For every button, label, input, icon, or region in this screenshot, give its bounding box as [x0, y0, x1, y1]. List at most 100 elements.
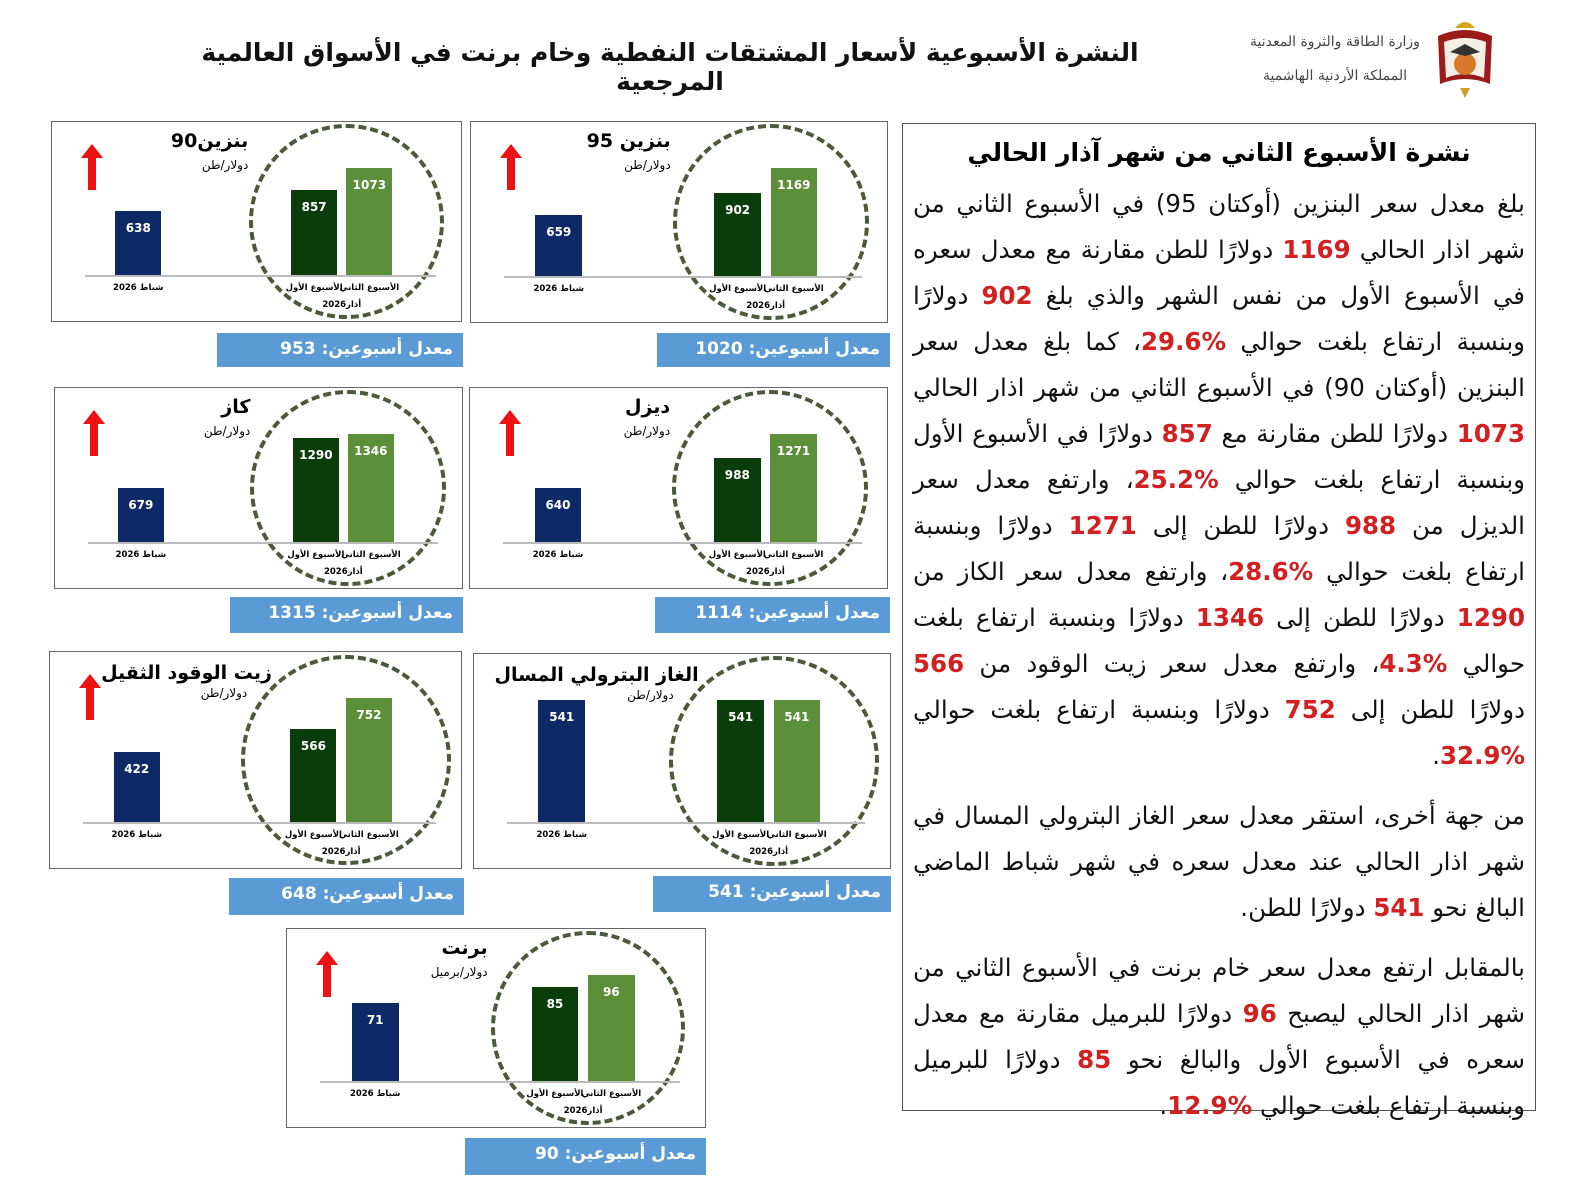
unit-label: دولار/طن	[203, 424, 251, 438]
paragraph-refined-products: بلغ معدل سعر البنزين (أوكتان 95) في الأس…	[913, 181, 1525, 779]
logo-line-1: وزارة الطاقة والثروة المعدنية	[1250, 34, 1420, 50]
bar-value-label: 1169	[777, 178, 811, 192]
up-arrow-icon	[500, 144, 523, 190]
bar-value-label: 638	[125, 221, 151, 236]
bar-february: 679	[118, 487, 164, 542]
chart-gasoline-95: بنزين 95 دولار/طن 659 شباط 2026 902 الأسبوع ا…	[470, 121, 888, 323]
march-highlight-circle	[672, 390, 869, 586]
up-arrow-icon	[499, 410, 522, 456]
highlighted-value: %4.3	[1379, 649, 1448, 678]
bar-march-week2: 1169	[770, 168, 818, 276]
chart-kerosene: كاز دولار/طن 679 شباط 2026 1290 الأسبوع الأول…	[54, 387, 463, 589]
bar-value-label: 857	[301, 199, 327, 214]
bar-march-week1: 857	[291, 189, 338, 275]
up-arrow-icon	[316, 951, 339, 997]
text-segment: ، وارتفع معدل سعر الكاز من	[913, 557, 1229, 586]
text-segment: بلغ معدل سعر البنزين (أوكتان 95) في الأس…	[913, 189, 1526, 264]
highlighted-value: 566	[913, 649, 965, 678]
chart-heavy-fuel-oil: زيت الوقود الثقيل دولار/طن 422 شباط 2026 566…	[49, 651, 462, 869]
bar-value-label: 640	[545, 497, 571, 512]
x-axis-label: الأسبوع الأول	[284, 830, 342, 840]
highlighted-value: %12.9	[1167, 1091, 1253, 1120]
x-axis-label: الأسبوع الأول	[712, 830, 770, 840]
bar-february: 541	[538, 700, 586, 822]
text-segment: دولارًا للطن مقارنة مع معدل سعره في الأس…	[913, 235, 1526, 310]
highlighted-value: 1073	[1456, 419, 1525, 448]
highlighted-value: %29.6	[1140, 327, 1226, 356]
chart-brent: برنت دولار/برميل 71 شباط 2026 85 الأسبوع الأو…	[286, 928, 706, 1128]
coat-of-arms-icon	[1438, 22, 1492, 98]
bar-march-week1: 988	[713, 458, 761, 542]
text-segment: دولارًا للطن إلى	[1335, 695, 1525, 724]
march-highlight-circle	[240, 655, 451, 865]
bar-value-label: 1290	[299, 448, 333, 463]
highlighted-value: 1346	[1195, 603, 1265, 632]
bar-value-label: 541	[784, 710, 810, 724]
chart-lpg: الغاز البترولي المسال دولار/طن 541 شباط 202…	[473, 653, 891, 869]
bar-value-label: 96	[603, 985, 620, 999]
avg-lpg: معدل أسبوعين: 541	[653, 876, 891, 912]
highlighted-value: 1271	[1068, 511, 1137, 540]
highlighted-value: 1290	[1456, 603, 1525, 632]
unit-label: دولار/برميل	[430, 965, 488, 979]
bar-march-week2: 752	[345, 698, 392, 822]
avg-diesel: معدل أسبوعين: 1114	[655, 597, 890, 633]
text-segment: ، كما بلغ معدل سعر البنزين (أوكتان 90) ف…	[913, 327, 1525, 402]
march-highlight-circle	[248, 124, 444, 319]
march-highlight-circle	[668, 656, 879, 866]
bar-march-week1: 902	[714, 192, 761, 276]
bar-march-week1: 566	[290, 728, 337, 822]
chart-title: زيت الوقود الثقيل	[101, 662, 272, 684]
highlighted-value: 85	[1077, 1045, 1112, 1074]
x-axis-label: الأسبوع الثاني	[581, 1089, 642, 1099]
bar-march-week2: 541	[773, 700, 821, 822]
bar-value-label: 71	[366, 1012, 384, 1027]
text-segment: دولارًا للطن مقارنة مع	[1212, 419, 1457, 448]
x-axis-group-label: أذار2026	[749, 847, 789, 857]
bar-value-label: 85	[546, 997, 564, 1012]
ministry-logo: وزارة الطاقة والثروة المعدنية المملكة ال…	[1250, 14, 1540, 104]
bar-value-label: 541	[728, 710, 754, 724]
highlighted-value: 541	[1373, 893, 1425, 922]
avg-gasoline-90: معدل أسبوعين: 953	[217, 333, 463, 367]
bar-march-week1: 1290	[293, 438, 339, 542]
unit-label: دولار/طن	[624, 158, 671, 172]
chart-title: بنزين 95	[586, 130, 671, 152]
text-segment: دولارًا وبنسبة ارتفاع بلغت حوالي	[913, 511, 1525, 586]
bulletin-heading: نشرة الأسبوع الثاني من شهر آذار الحالي	[967, 138, 1471, 167]
chart-baseline	[84, 275, 437, 277]
bar-value-label: 1073	[352, 178, 387, 192]
bar-value-label: 988	[724, 468, 750, 483]
text-segment: دولارًا للبرميل وبنسبة ارتفاع بلغت حوالي	[913, 1045, 1525, 1120]
chart-title: برنت	[441, 937, 488, 959]
x-axis-group-label: أذار2026	[746, 567, 785, 577]
x-axis-label: شباط 2026	[115, 550, 167, 560]
bar-value-label: 679	[128, 497, 154, 512]
unit-label: دولار/طن	[627, 688, 674, 702]
unit-label: دولار/طن	[200, 686, 248, 700]
paragraph-lpg: من جهة أخرى، استقر معدل سعر الغاز البترو…	[913, 793, 1525, 931]
x-axis-label: شباط 2026	[536, 830, 587, 840]
march-highlight-circle	[250, 390, 447, 586]
text-segment: ، وارتفع معدل سعر الديزل من	[913, 465, 1525, 540]
bar-value-label: 1346	[354, 444, 388, 458]
highlighted-value: 1169	[1282, 235, 1351, 264]
x-axis-label: شباط 2026	[349, 1089, 401, 1099]
bulletin-text-panel: نشرة الأسبوع الثاني من شهر آذار الحالي ب…	[902, 123, 1536, 1120]
chart-gasoline-90: بنزين90 دولار/طن 638 شباط 2026 857 الأسبوع ال…	[51, 121, 462, 322]
text-segment: دولارًا للبرميل مقارنة مع معدل سعره في ا…	[913, 999, 1525, 1074]
chart-baseline	[82, 822, 437, 824]
avg-gasoline-95: معدل أسبوعين: 1020	[657, 333, 890, 367]
bar-value-label: 752	[356, 708, 382, 722]
avg-heavy-fuel-oil: معدل أسبوعين: 648	[229, 878, 464, 915]
chart-diesel: ديزل دولار/طن 640 شباط 2026 988 الأسبوع الأول…	[469, 387, 888, 589]
x-axis-group-label: أذار2026	[323, 567, 363, 577]
highlighted-value: 752	[1284, 695, 1336, 724]
logo-line-2: المملكة الأردنية الهاشمية	[1262, 68, 1408, 84]
page-title: النشرة الأسبوعية لأسعار المشتقات النفطية…	[201, 38, 1139, 96]
chart-title: بنزين90	[170, 130, 249, 152]
bar-value-label: 902	[725, 202, 751, 217]
x-axis-label: الأسبوع الثاني	[339, 830, 399, 840]
text-segment: دولارًا للطن إلى	[1136, 511, 1345, 540]
chart-baseline	[503, 542, 862, 544]
